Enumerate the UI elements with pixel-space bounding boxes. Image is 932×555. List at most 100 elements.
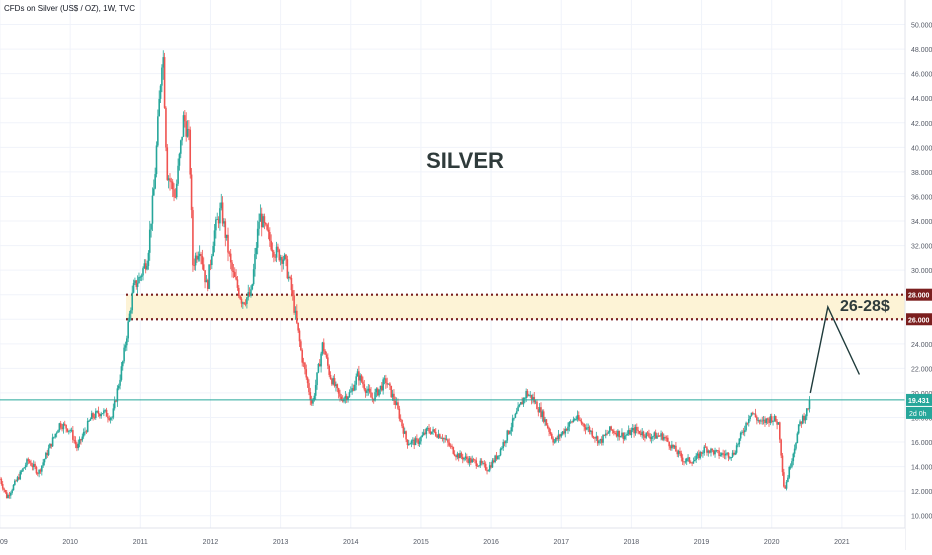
candle-body [136,283,139,287]
candle-body [349,391,352,393]
candle-body [683,461,685,463]
candle-body [783,472,785,487]
candle-body [228,252,231,254]
candle-body [175,183,178,198]
candle-body [103,410,105,414]
candle-body [62,423,65,430]
candle-body [41,465,43,472]
candle-body [134,280,136,284]
candle-body [517,406,519,412]
candle-body [235,276,237,280]
candle-body [525,390,527,399]
candle-body [162,57,165,68]
candle-body [695,455,697,460]
candle-body [507,430,510,434]
candle-body [667,437,669,442]
candle-body [209,264,212,266]
candle-body [289,276,291,278]
candle-body [714,450,716,455]
candle-body [768,419,770,423]
candle-body [757,420,760,421]
candle-body [202,264,205,271]
candle-body [339,393,341,397]
candle-body [540,407,542,418]
candle-body [561,431,564,434]
candle-body [212,246,214,257]
candle-body [607,432,610,434]
candle-body [293,295,295,313]
candle-body [694,459,696,462]
candle-body [588,427,591,432]
candle-body [325,354,328,358]
candle-body [559,434,561,437]
candle-body [250,289,252,296]
candle-body [47,448,50,456]
candle-body [696,453,699,456]
candle-body [4,490,7,493]
candle-body [611,429,614,431]
candle-body [69,430,71,432]
candle-body [344,395,347,399]
candle-body [390,385,393,398]
candle-body [443,438,445,440]
candle-body [618,430,621,438]
candle-body [575,419,577,420]
candle-body [425,428,428,435]
candle-body [503,442,506,444]
candle-body [179,140,182,154]
candle-body [532,397,534,400]
time-axis-bg [0,528,905,550]
candle-body [537,409,540,413]
candle-body [665,437,668,439]
candle-body [89,419,92,421]
candle-body [117,385,120,389]
candle-body [340,396,343,400]
candle-body [148,229,151,253]
candle-body [440,438,442,439]
candle-body [480,460,483,464]
symbol-header[interactable]: CFDs on Silver (US$ / OZ), 1W, TVC [4,4,135,13]
candle-body [243,302,245,304]
x-tick-label: 2019 [694,539,710,546]
candle-body [492,460,495,463]
candle-body [239,296,241,299]
candle-body [53,436,55,438]
candle-body [719,455,722,456]
candle-body [606,433,608,435]
candle-body [708,450,711,453]
candle-body [197,256,200,260]
overlays: SILVER 26-28$ [0,148,905,401]
candle-body [11,490,13,493]
candle-body [94,411,97,418]
candle-body [196,255,198,260]
candle-body [310,400,313,404]
candle-body [584,427,587,430]
candle-body [505,440,507,444]
candle-body [453,453,456,456]
candle-body [215,219,217,231]
candle-body [70,430,73,431]
candle-body [591,430,594,437]
candle-body [592,436,595,438]
candle-body [348,392,351,397]
candle-body [563,431,565,434]
candle-body [35,467,38,474]
candle-body [414,438,417,446]
candle-body [329,374,332,379]
candle-body [630,430,633,436]
candle-body [754,413,757,417]
candle-body [66,428,69,432]
candle-body [358,371,360,381]
candle-body [186,128,189,137]
candle-body [39,469,42,472]
candle-body [734,452,737,455]
candle-body [27,459,30,461]
candle-body [14,480,16,485]
candle-body [23,467,26,469]
candle-body [194,255,197,266]
y-tick-label: 48.000 [911,47,932,54]
candle-body [557,434,560,440]
candle-body [286,259,289,279]
